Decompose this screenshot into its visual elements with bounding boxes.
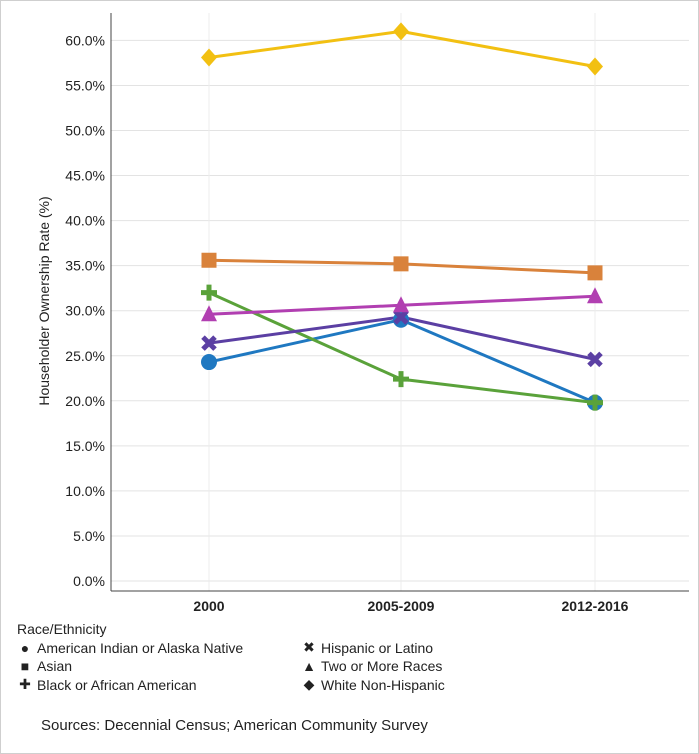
legend-item-white: ◆ White Non-Hispanic	[301, 676, 501, 693]
legend-label: Black or African American	[37, 676, 197, 693]
series-line	[208, 318, 596, 404]
legend-item-black: ✚ Black or African American	[17, 676, 301, 693]
data-point-plus	[393, 371, 409, 388]
circle-icon: ●	[20, 639, 30, 656]
y-tick-label: 55.0%	[65, 77, 105, 93]
legend-item-two-or-more: ▲ Two or More Races	[301, 658, 501, 674]
y-tick-label: 30.0%	[65, 303, 105, 319]
x-tick-label: 2005-2009	[368, 598, 435, 614]
data-point-square	[587, 265, 603, 281]
y-tick-label: 5.0%	[73, 528, 105, 544]
data-point-triangle	[587, 287, 603, 304]
y-tick-label: 0.0%	[73, 573, 105, 589]
legend-items: ● American Indian or Alaska Native ✖ His…	[17, 639, 501, 693]
triangle-icon: ▲	[302, 658, 316, 674]
data-point-plus	[201, 284, 217, 301]
square-icon: ■	[20, 658, 30, 674]
x-tick-labels: 2000 2005-2009 2012-2016	[193, 598, 628, 614]
y-tick-label: 35.0%	[65, 258, 105, 274]
legend-item-asian: ■ Asian	[17, 658, 301, 674]
legend-label: Two or More Races	[321, 658, 443, 674]
x-icon: ✖	[303, 639, 315, 655]
x-tick-label: 2012-2016	[562, 598, 629, 614]
axes	[110, 13, 689, 592]
data-point-square	[201, 252, 217, 268]
plus-icon: ✚	[19, 676, 31, 692]
y-tick-label: 50.0%	[65, 123, 105, 139]
y-tick-label: 40.0%	[65, 213, 105, 229]
data-point-diamond	[393, 22, 409, 41]
legend-label: American Indian or Alaska Native	[37, 639, 244, 656]
data-point-circle	[201, 354, 217, 371]
legend: Race/Ethnicity ● American Indian or Alas…	[17, 621, 501, 693]
y-tick-label: 15.0%	[65, 438, 105, 454]
legend-title: Race/Ethnicity	[17, 621, 107, 637]
legend-label: Hispanic or Latino	[321, 639, 434, 656]
data-point-plus	[587, 394, 603, 411]
x-tick-label: 2000	[193, 598, 224, 614]
y-tick-label: 10.0%	[65, 483, 105, 499]
legend-item-hispanic: ✖ Hispanic or Latino	[301, 639, 501, 656]
data-point-triangle	[201, 305, 217, 322]
series-lines	[208, 29, 596, 405]
y-axis-label: Householder Ownership Rate (%)	[36, 196, 52, 405]
y-tick-label: 60.0%	[65, 32, 105, 48]
data-point-x	[201, 335, 217, 351]
data-point-x	[587, 351, 603, 368]
y-tick-label: 25.0%	[65, 348, 105, 364]
y-tick-label: 20.0%	[65, 393, 105, 409]
line-chart: 0.0% 5.0% 10.0% 15.0% 20.0% 25.0% 30.0% 35.0% 40…	[36, 13, 689, 614]
data-point-diamond	[201, 48, 217, 67]
y-tick-label: 45.0%	[65, 168, 105, 184]
series-markers	[201, 22, 603, 411]
data-point-diamond	[587, 57, 603, 76]
data-point-x	[393, 309, 409, 325]
data-point-square	[393, 256, 409, 272]
source-note: Sources: Decennial Census; American Comm…	[41, 717, 428, 734]
legend-label: Asian	[37, 658, 73, 674]
data-point-triangle	[393, 296, 409, 313]
legend-label: White Non-Hispanic	[321, 676, 445, 693]
y-tick-labels: 0.0% 5.0% 10.0% 15.0% 20.0% 25.0% 30.0% 35.0% 40…	[65, 32, 105, 589]
legend-item-american-indian: ● American Indian or Alaska Native	[17, 639, 301, 656]
diamond-icon: ◆	[303, 676, 315, 692]
